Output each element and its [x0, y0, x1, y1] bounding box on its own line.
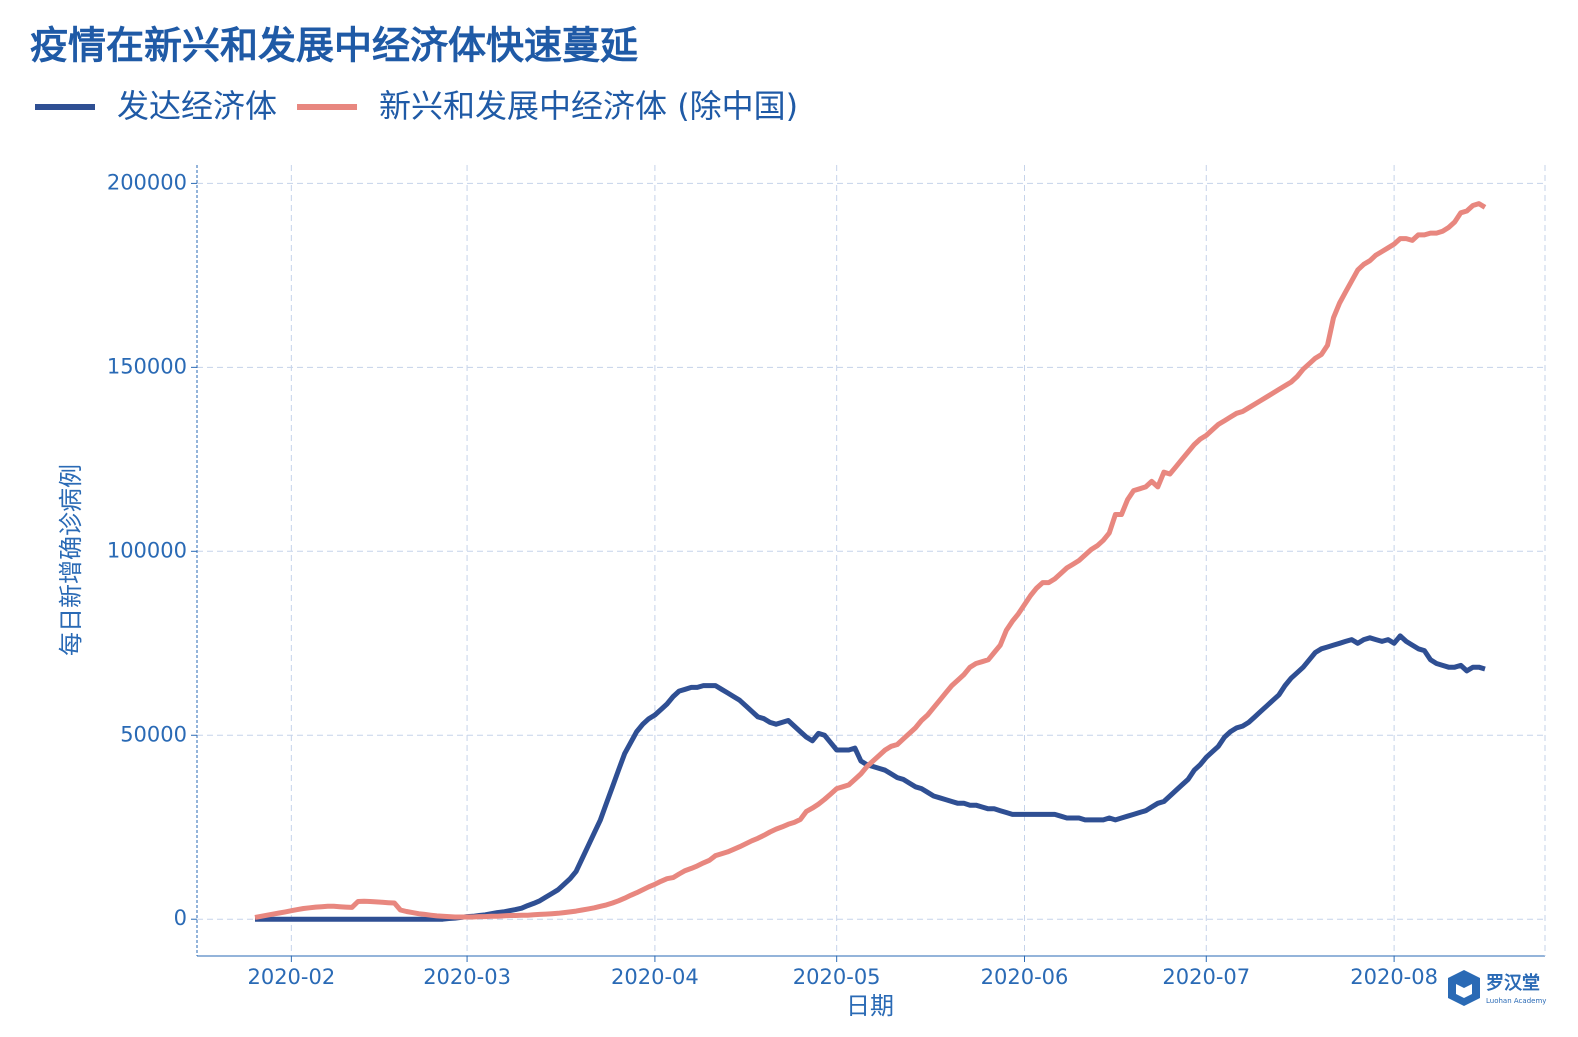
y-tick-label: 50000 [120, 722, 187, 746]
legend-label: 发达经济体 [117, 87, 277, 125]
x-tick-label: 2020-03 [423, 965, 511, 989]
logo-name: 罗汉堂 [1486, 972, 1540, 994]
x-tick-label: 2020-07 [1162, 965, 1250, 989]
y-tick-label: 200000 [107, 170, 187, 194]
x-tick-label: 2020-08 [1350, 965, 1438, 989]
legend-label: 新兴和发展中经济体 (除中国) [379, 87, 798, 125]
legend: 发达经济体 新兴和发展中经济体 (除中国) [35, 87, 798, 125]
x-tick-label: 2020-06 [981, 965, 1069, 989]
logo: 罗汉堂 Luohan Academy [1448, 970, 1546, 1006]
y-tick-label: 100000 [107, 538, 187, 562]
x-tick-label: 2020-04 [611, 965, 699, 989]
chart-title: 疫情在新兴和发展中经济体快速蔓延 [30, 24, 638, 68]
y-tick-label: 0 [174, 906, 187, 930]
x-axis-label: 日期 [846, 992, 894, 1020]
x-tick-label: 2020-05 [793, 965, 881, 989]
y-tick-label: 150000 [107, 354, 187, 378]
series-line [254, 201, 1487, 920]
x-tick-label: 2020-02 [247, 965, 335, 989]
logo-icon-inner [1456, 984, 1472, 998]
logo-subtitle: Luohan Academy [1486, 997, 1546, 1005]
y-axis-label: 每日新增确诊病例 [57, 464, 85, 656]
series-line [255, 633, 1486, 922]
